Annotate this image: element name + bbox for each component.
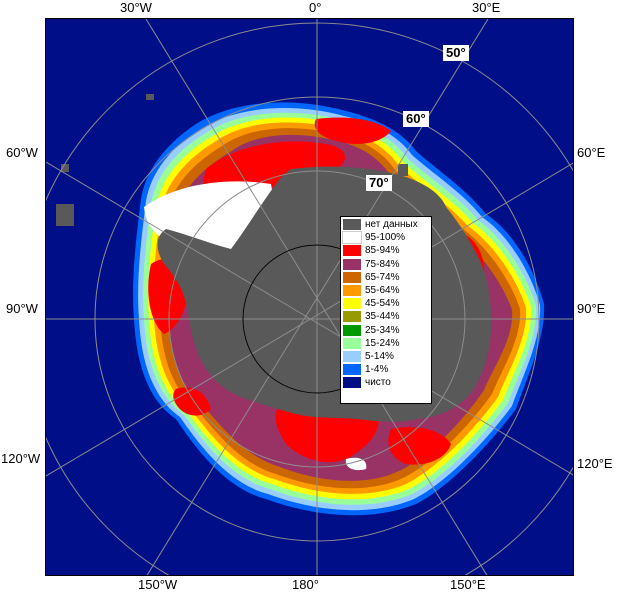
legend-label: 15-24% <box>365 337 400 349</box>
legend-item: 5-14% <box>343 350 429 363</box>
legend-item: 35-44% <box>343 310 429 323</box>
legend-item: 85-94% <box>343 244 429 257</box>
label-180-bottom: 180° <box>292 577 319 592</box>
label-60e: 60°E <box>577 145 606 160</box>
map-frame <box>45 18 574 576</box>
meridian-150 <box>146 19 489 575</box>
legend-swatch <box>343 258 361 270</box>
meridian-120 <box>46 162 573 477</box>
legend-item: 65-74% <box>343 271 429 284</box>
lat-label-60: 60° <box>403 111 429 127</box>
legend-swatch <box>343 298 361 310</box>
legend-swatch <box>343 311 361 323</box>
label-120e: 120°E <box>577 456 613 471</box>
label-120w: 120°W <box>1 451 41 466</box>
legend-swatch <box>343 324 361 336</box>
label-30e-top: 30°E <box>472 0 501 15</box>
legend-item: чисто <box>343 376 429 389</box>
lat-label-50: 50° <box>443 45 469 61</box>
legend-label: 65-74% <box>365 271 400 283</box>
legend-swatch <box>343 364 361 376</box>
legend-label: 85-94% <box>365 245 400 257</box>
legend-item: 55-64% <box>343 284 429 297</box>
label-150w-bottom: 150°W <box>138 577 178 592</box>
lat-label-70: 70° <box>366 175 392 191</box>
legend-item: 45-54% <box>343 297 429 310</box>
legend-swatch <box>343 245 361 257</box>
label-60w: 60°W <box>6 145 38 160</box>
legend-label: 1-4% <box>365 364 389 376</box>
legend-label: 45-54% <box>365 298 400 310</box>
label-0-top: 0° <box>309 0 322 15</box>
label-150e-bottom: 150°E <box>450 577 486 592</box>
legend-item: 1-4% <box>343 363 429 376</box>
label-30w-top: 30°W <box>120 0 152 15</box>
legend-item: 15-24% <box>343 337 429 350</box>
legend-item: 25-34% <box>343 324 429 337</box>
legend: нет данных 95-100% 85-94% 75-84% 65-74% … <box>340 216 432 404</box>
legend-swatch <box>342 231 362 245</box>
legend-label: 5-14% <box>365 350 394 362</box>
legend-label: 95-100% <box>365 232 406 244</box>
legend-item: 95-100% <box>342 231 429 245</box>
legend-swatch <box>343 377 361 389</box>
legend-label: 55-64% <box>365 285 400 297</box>
legend-item: нет данных <box>343 218 429 231</box>
land-details <box>56 94 408 226</box>
legend-swatch <box>343 219 361 231</box>
legend-label: чисто <box>365 377 391 389</box>
legend-swatch <box>343 271 361 283</box>
legend-swatch <box>343 285 361 297</box>
legend-label: 25-34% <box>365 324 400 336</box>
graticule <box>46 19 573 575</box>
legend-label: нет данных <box>365 219 418 231</box>
legend-item: 75-84% <box>343 258 429 271</box>
legend-swatch <box>343 350 361 362</box>
legend-swatch <box>343 337 361 349</box>
legend-label: 35-44% <box>365 311 400 323</box>
legend-label: 75-84% <box>365 258 400 270</box>
label-90w: 90°W <box>6 301 38 316</box>
label-90e: 90°E <box>577 301 606 316</box>
sea-ice-map <box>46 19 573 575</box>
